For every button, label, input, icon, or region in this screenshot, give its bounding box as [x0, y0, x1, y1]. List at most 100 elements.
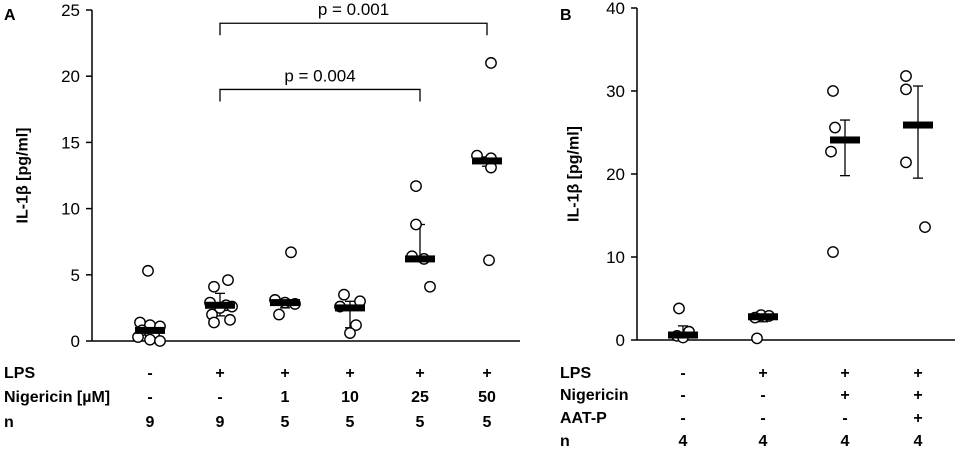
data-point: [273, 308, 285, 321]
data-point: [900, 156, 912, 169]
panel-b: B 0 10 20 30 40 IL-1β [pg/ml] LPS - + + + Nigericin -…: [560, 0, 955, 450]
condition-cell: 4: [841, 433, 850, 450]
condition-cell: -: [680, 387, 685, 404]
y-tick-label: 20: [61, 67, 80, 86]
y-tick-label: 20: [606, 165, 625, 184]
condition-cell: 25: [411, 389, 429, 406]
condition-cell: -: [147, 365, 152, 382]
median-bar: [748, 313, 778, 321]
condition-cell: 10: [341, 389, 359, 406]
median-bar: [335, 304, 365, 312]
condition-cell: +: [215, 365, 224, 382]
data-point: [208, 280, 220, 293]
median-bar: [668, 331, 698, 339]
y-axis-label: IL-1β [pg/ml]: [566, 126, 583, 222]
median-bar: [903, 121, 933, 129]
condition-row-label: Nigericin [µM]: [4, 389, 110, 406]
data-point: [285, 246, 297, 259]
median-bar: [270, 299, 300, 307]
data-point: [410, 180, 422, 192]
median-bar: [830, 136, 860, 144]
y-tick-label: 25: [61, 1, 80, 20]
p-value-label: p = 0.001: [318, 0, 389, 19]
data-point: [829, 121, 841, 134]
y-tick-label: 30: [606, 82, 625, 101]
condition-cell: +: [913, 410, 922, 427]
y-tick-label: 5: [71, 266, 80, 285]
data-point: [350, 319, 362, 332]
median-bar: [135, 326, 165, 334]
data-point: [900, 83, 912, 96]
condition-cell: 5: [416, 414, 425, 431]
data-point: [751, 332, 763, 345]
data-point: [144, 333, 156, 346]
condition-cell: +: [913, 387, 922, 404]
y-tick-label: 40: [606, 0, 625, 18]
data-point: [919, 221, 931, 234]
condition-cell: +: [840, 365, 849, 382]
y-tick-label: 10: [606, 248, 625, 267]
y-tick-label: 0: [71, 332, 80, 351]
condition-cell: -: [760, 387, 765, 404]
panel-letter: A: [4, 7, 16, 24]
y-tick-label: 0: [616, 331, 625, 350]
condition-cell: +: [913, 365, 922, 382]
data-point: [338, 288, 350, 301]
condition-cell: +: [840, 387, 849, 404]
median-bar: [205, 301, 235, 309]
data-point: [485, 57, 497, 69]
condition-row-label: LPS: [560, 365, 591, 382]
data-point: [222, 274, 234, 286]
data-point: [825, 145, 837, 158]
condition-row-label: AAT-P: [560, 410, 607, 427]
condition-row-label: n: [560, 433, 570, 450]
y-axis-label: IL-1β [pg/ml]: [15, 128, 32, 224]
p-value-label: p = 0.004: [284, 66, 355, 85]
data-point: [410, 218, 422, 231]
data-point: [673, 302, 685, 315]
data-point: [154, 335, 166, 347]
condition-cell: 4: [679, 433, 688, 450]
data-point: [827, 246, 839, 258]
condition-cell: -: [217, 389, 222, 406]
data-point: [424, 280, 436, 293]
condition-row-label: LPS: [4, 365, 35, 382]
data-point: [224, 313, 236, 326]
condition-cell: 5: [346, 414, 355, 431]
condition-cell: 5: [281, 414, 290, 431]
y-tick-label: 15: [61, 133, 80, 152]
panel-letter: B: [560, 7, 572, 24]
median-bar: [405, 255, 435, 263]
data-point: [827, 85, 839, 97]
condition-cell: 50: [478, 389, 496, 406]
condition-row-label: Nigericin: [560, 387, 628, 404]
condition-cell: +: [758, 365, 767, 382]
condition-cell: -: [760, 410, 765, 427]
condition-cell: +: [482, 365, 491, 382]
condition-cell: -: [680, 365, 685, 382]
condition-cell: -: [147, 389, 152, 406]
median-bar: [472, 157, 502, 165]
condition-cell: 4: [759, 433, 768, 450]
data-point: [900, 70, 912, 82]
condition-cell: +: [415, 365, 424, 382]
comparison-bracket: [219, 22, 488, 36]
condition-cell: 9: [146, 414, 155, 431]
condition-row-label: n: [4, 414, 14, 431]
data-point: [344, 327, 356, 339]
condition-cell: +: [345, 365, 354, 382]
condition-cell: +: [280, 365, 289, 382]
condition-cell: 4: [914, 433, 923, 450]
condition-cell: 5: [483, 414, 492, 431]
data-point: [483, 254, 495, 267]
data-point: [142, 264, 154, 277]
condition-cell: 9: [216, 414, 225, 431]
y-tick-label: 10: [61, 200, 80, 219]
condition-cell: 1: [281, 389, 290, 406]
condition-cell: -: [680, 410, 685, 427]
condition-cell: -: [842, 410, 847, 427]
data-point: [208, 316, 220, 329]
comparison-bracket: [219, 88, 421, 102]
